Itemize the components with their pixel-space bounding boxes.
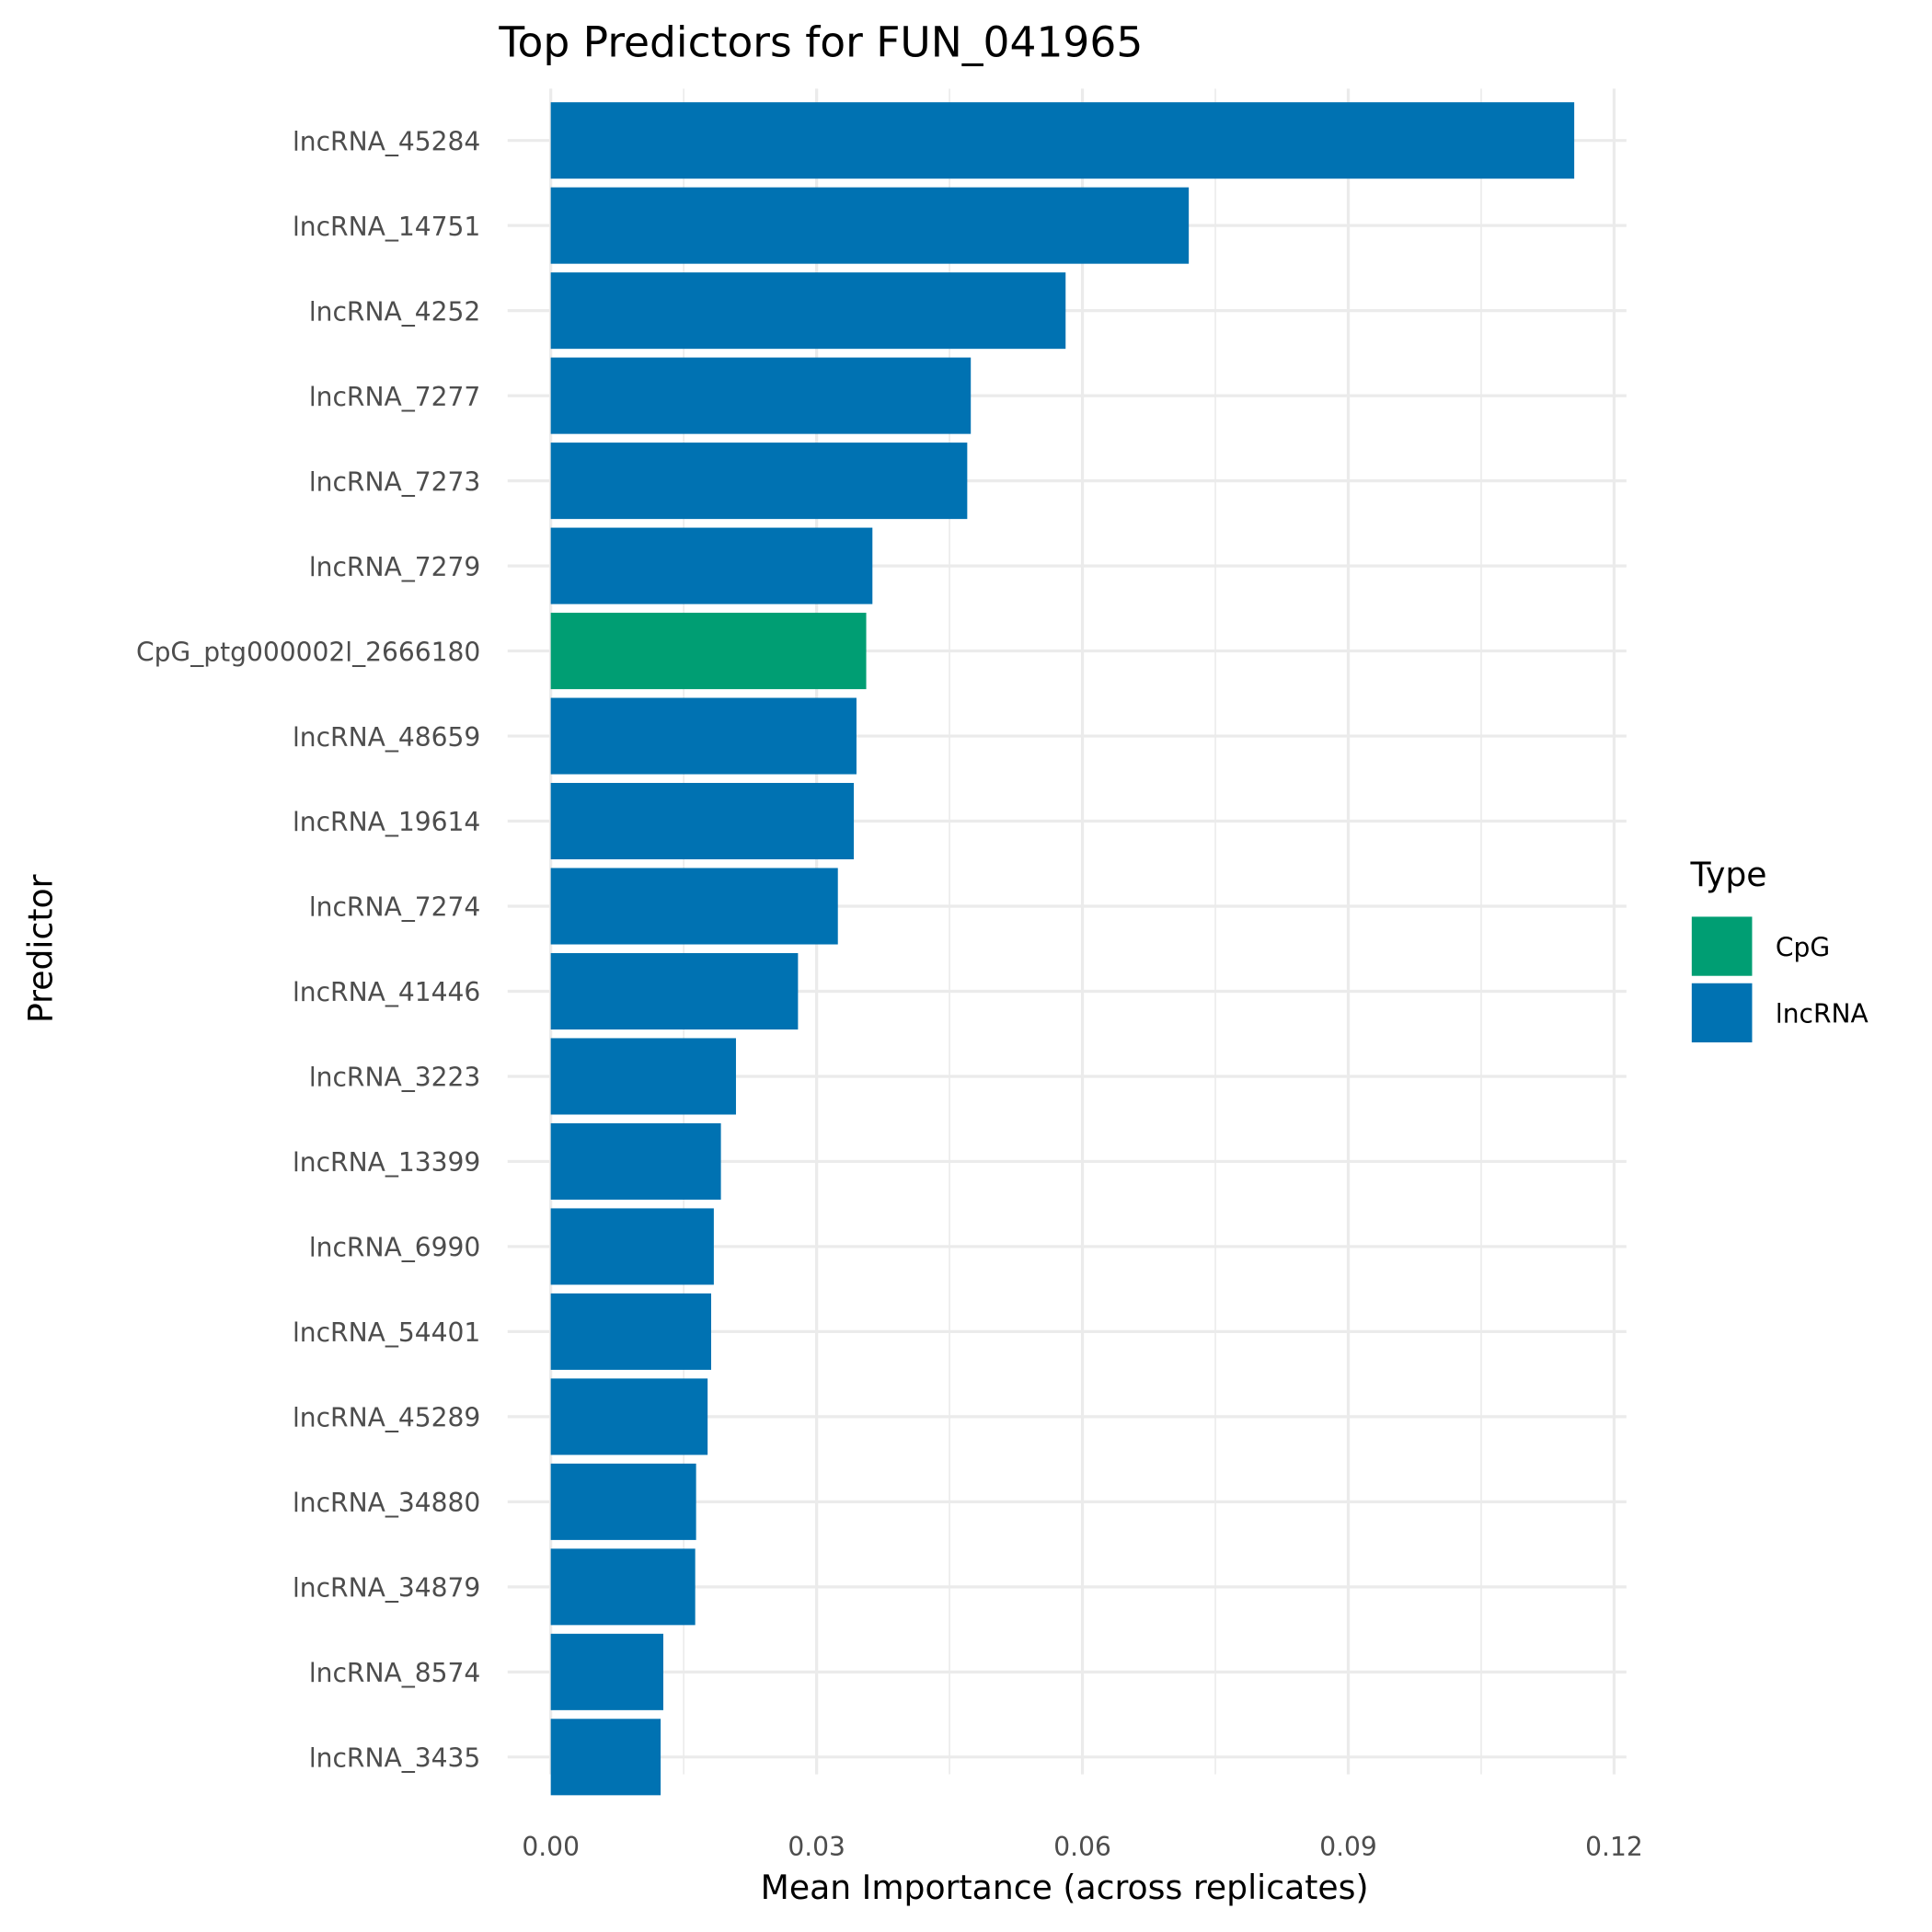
bar xyxy=(550,1463,696,1540)
y-tick-labels: lncRNA_45284 lncRNA_14751 lncRNA_4252 lncRN… xyxy=(136,126,480,1773)
x-tick-label: 0.06 xyxy=(1053,1832,1111,1862)
legend-swatch-cpg xyxy=(1691,916,1753,976)
chart-title: Top Predictors for FUN_041965 xyxy=(498,18,1143,67)
y-tick-label: lncRNA_54401 xyxy=(293,1317,480,1348)
bar xyxy=(550,952,799,1030)
bars xyxy=(550,102,1575,1796)
bar xyxy=(550,443,968,520)
y-tick-label: lncRNA_34879 xyxy=(293,1573,480,1604)
y-tick-label: lncRNA_45284 xyxy=(293,126,480,156)
bar xyxy=(550,187,1190,264)
bar xyxy=(550,1208,714,1285)
y-tick-label: lncRNA_3223 xyxy=(309,1063,480,1093)
bar xyxy=(550,1378,708,1455)
y-tick-label: lncRNA_7274 xyxy=(309,892,480,923)
bar xyxy=(550,102,1575,179)
y-tick-label: CpG_ptg000002l_2666180 xyxy=(136,637,480,667)
bar xyxy=(550,1548,696,1626)
y-tick-label: lncRNA_19614 xyxy=(293,807,480,837)
y-tick-label: lncRNA_34880 xyxy=(293,1488,480,1518)
legend-title: Type xyxy=(1690,855,1767,894)
bar xyxy=(550,697,857,775)
bar xyxy=(550,527,873,604)
x-tick-labels: 0.00 0.03 0.06 0.09 0.12 xyxy=(522,1832,1642,1862)
y-tick-label: lncRNA_45289 xyxy=(293,1403,480,1433)
legend-label-lncrna: lncRNA xyxy=(1776,999,1869,1029)
bar xyxy=(550,1122,721,1200)
y-tick-label: lncRNA_7273 xyxy=(309,466,480,497)
legend-swatch-lncrna xyxy=(1691,983,1753,1043)
bar xyxy=(550,357,972,434)
bar xyxy=(550,272,1066,350)
legend: Type CpG lncRNA xyxy=(1690,855,1869,1043)
y-tick-label: lncRNA_7279 xyxy=(309,552,480,582)
y-tick-label: lncRNA_6990 xyxy=(309,1233,480,1263)
legend-label-cpg: CpG xyxy=(1776,932,1830,962)
y-axis-label: Predictor xyxy=(20,874,60,1023)
bar xyxy=(550,1293,711,1370)
y-tick-label: lncRNA_48659 xyxy=(293,722,480,753)
x-tick-label: 0.00 xyxy=(522,1832,580,1862)
y-tick-label: lncRNA_41446 xyxy=(293,977,480,1007)
bar xyxy=(550,1633,663,1710)
bar xyxy=(550,868,838,945)
y-tick-label: lncRNA_13399 xyxy=(293,1147,480,1178)
y-tick-label: lncRNA_14751 xyxy=(293,212,480,242)
bar xyxy=(550,783,855,860)
y-tick-label: lncRNA_7277 xyxy=(309,382,480,412)
bar xyxy=(550,1719,661,1796)
bar xyxy=(550,1038,736,1115)
y-tick-label: lncRNA_4252 xyxy=(309,296,480,327)
x-tick-label: 0.03 xyxy=(788,1832,845,1862)
x-axis-label: Mean Importance (across replicates) xyxy=(761,1868,1369,1907)
y-tick-label: lncRNA_8574 xyxy=(309,1658,480,1688)
x-tick-label: 0.12 xyxy=(1585,1832,1643,1862)
y-tick-label: lncRNA_3435 xyxy=(309,1743,480,1774)
x-tick-label: 0.09 xyxy=(1319,1832,1377,1862)
bar xyxy=(550,613,867,690)
